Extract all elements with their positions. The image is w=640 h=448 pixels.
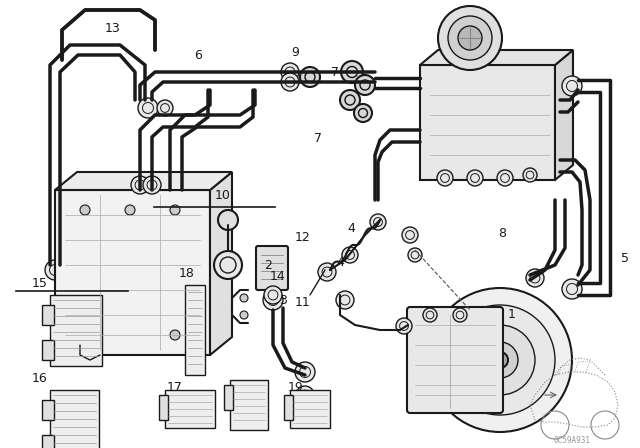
Text: 10: 10 (215, 189, 231, 202)
Circle shape (264, 286, 282, 304)
Circle shape (465, 325, 535, 395)
Bar (42, 435, 54, 448)
Text: 14: 14 (270, 270, 286, 283)
Text: 19: 19 (288, 380, 304, 393)
Bar (42, 340, 54, 360)
Circle shape (340, 90, 360, 110)
Circle shape (281, 63, 299, 81)
Circle shape (170, 205, 180, 215)
Circle shape (138, 98, 158, 118)
Text: 16: 16 (32, 371, 48, 384)
Polygon shape (420, 50, 573, 65)
Circle shape (526, 269, 544, 287)
Circle shape (408, 248, 422, 262)
Circle shape (355, 75, 375, 95)
Polygon shape (210, 172, 232, 355)
Circle shape (354, 104, 372, 122)
Text: 4: 4 (336, 255, 344, 268)
Circle shape (342, 247, 358, 263)
Bar (42, 305, 54, 325)
Circle shape (295, 362, 315, 382)
Text: 8: 8 (498, 227, 506, 240)
Circle shape (281, 73, 299, 91)
Circle shape (341, 61, 363, 83)
Polygon shape (55, 172, 232, 190)
Text: 12: 12 (295, 231, 311, 244)
Circle shape (240, 311, 248, 319)
Circle shape (370, 214, 386, 230)
Circle shape (336, 291, 354, 309)
Bar (420, 65, 555, 180)
Text: 11: 11 (295, 296, 311, 309)
Circle shape (318, 263, 336, 281)
Circle shape (562, 76, 582, 96)
Text: 9: 9 (291, 46, 299, 59)
Circle shape (143, 176, 161, 194)
Circle shape (562, 279, 582, 299)
FancyBboxPatch shape (407, 307, 503, 413)
Circle shape (45, 260, 65, 280)
Circle shape (428, 288, 572, 432)
Circle shape (453, 308, 467, 322)
Circle shape (423, 308, 437, 322)
Bar (290, 390, 330, 428)
Text: 15: 15 (32, 276, 48, 289)
Text: 7: 7 (314, 132, 322, 145)
Text: 1: 1 (508, 307, 516, 320)
Circle shape (458, 26, 482, 50)
Circle shape (467, 170, 483, 186)
Circle shape (125, 205, 135, 215)
Bar (42, 400, 54, 420)
Text: 18: 18 (179, 267, 195, 280)
Text: 5: 5 (621, 251, 629, 264)
Text: 7: 7 (331, 65, 339, 78)
Circle shape (263, 290, 283, 310)
FancyBboxPatch shape (256, 246, 288, 290)
Circle shape (448, 16, 492, 60)
Circle shape (300, 67, 320, 87)
Bar (224, 385, 233, 410)
Polygon shape (555, 50, 573, 180)
Bar (165, 390, 215, 428)
Bar (159, 395, 168, 420)
Circle shape (218, 210, 238, 230)
Circle shape (170, 330, 180, 340)
Circle shape (157, 100, 173, 116)
Text: 2: 2 (264, 258, 272, 271)
Bar (185, 285, 205, 375)
Circle shape (240, 294, 248, 302)
Text: 6: 6 (194, 48, 202, 61)
Bar (55, 190, 210, 355)
Circle shape (523, 168, 537, 182)
Circle shape (437, 170, 453, 186)
Circle shape (80, 330, 90, 340)
Circle shape (402, 227, 418, 243)
Text: 17: 17 (167, 380, 183, 393)
Circle shape (296, 386, 314, 404)
Circle shape (438, 6, 502, 70)
Text: 13: 13 (105, 22, 121, 34)
Circle shape (497, 170, 513, 186)
Circle shape (445, 305, 555, 415)
Bar (230, 380, 268, 430)
Circle shape (396, 318, 412, 334)
Text: 4: 4 (347, 221, 355, 234)
Circle shape (80, 205, 90, 215)
Bar (50, 390, 99, 448)
Text: 3: 3 (279, 293, 287, 306)
Circle shape (214, 251, 242, 279)
Text: 0C59A931: 0C59A931 (554, 435, 591, 444)
Bar (50, 295, 102, 366)
Circle shape (482, 342, 518, 378)
Bar (284, 395, 293, 420)
Circle shape (492, 352, 508, 368)
Circle shape (295, 408, 315, 428)
Circle shape (131, 176, 149, 194)
